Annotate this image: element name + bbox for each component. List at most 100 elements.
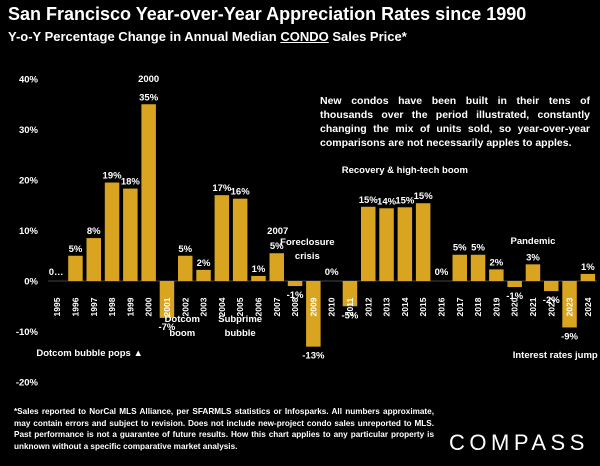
x-tick-label: 2019 (491, 297, 501, 316)
y-tick-label: 30% (19, 125, 39, 136)
x-tick-label: 2013 (382, 297, 392, 316)
value-label: 1% (581, 262, 595, 273)
bar-2023 (562, 281, 577, 328)
value-label: 15% (414, 191, 434, 202)
annotation-text: boom (169, 328, 195, 339)
x-tick-label: 2010 (327, 297, 337, 316)
value-label: 5% (69, 244, 83, 255)
bar-2007 (269, 253, 284, 281)
chart-title: San Francisco Year-over-Year Appreciatio… (8, 4, 527, 24)
bar-2002 (178, 255, 193, 281)
chart-subtitle: Y-o-Y Percentage Change in Annual Median… (8, 29, 407, 44)
x-tick-label: 1999 (125, 297, 135, 316)
value-label: 0% (435, 267, 449, 278)
x-tick-label: 2012 (363, 297, 373, 316)
bar-2019 (489, 269, 504, 281)
value-label: 2% (489, 257, 503, 268)
x-tick-label: 2008 (290, 297, 300, 316)
value-label: 0… (49, 267, 64, 278)
bar-2022 (544, 281, 559, 292)
annotation-text: bubble (225, 328, 256, 339)
bar-2013 (379, 208, 394, 281)
bar-2020 (507, 281, 522, 288)
value-label: -2% (543, 295, 560, 306)
x-tick-label: 2017 (455, 297, 465, 316)
x-tick-label: 2009 (308, 297, 318, 316)
bar-2005 (232, 198, 248, 281)
x-tick-label: 1995 (52, 297, 62, 316)
annotation-text: Foreclosure (280, 237, 334, 248)
x-tick-label: 1996 (70, 297, 80, 316)
compass-logo: COMPASS (449, 430, 589, 455)
bar-2024 (580, 273, 596, 281)
bar-2008 (287, 281, 303, 287)
value-label: -1% (287, 290, 304, 301)
value-label: 17% (212, 183, 232, 194)
value-label: 19% (103, 171, 123, 182)
subtitle-emphasis: CONDO (280, 29, 329, 44)
value-label: -7% (158, 322, 175, 333)
x-tick-label: 2001 (162, 297, 172, 316)
y-tick-label: -20% (16, 378, 39, 389)
bar-2014 (397, 207, 413, 281)
value-label: -1% (506, 291, 523, 302)
y-tick-label: 10% (19, 226, 39, 237)
x-tick-label: 1997 (89, 297, 99, 316)
value-label: 5% (270, 241, 284, 252)
subtitle-post: Sales Price* (328, 29, 407, 44)
bar-2004 (214, 195, 230, 281)
value-label: 16% (231, 187, 251, 198)
annotation-text: 2007 (267, 226, 288, 237)
bar-2021 (525, 264, 541, 281)
x-tick-label: 2004 (217, 297, 227, 316)
x-tick-label: 2023 (565, 297, 575, 316)
bar-2018 (470, 254, 486, 281)
bar-2001 (159, 281, 175, 318)
chart-note: New condos have been built in their tens… (320, 95, 590, 149)
bar-2012 (361, 206, 376, 281)
value-label: 1% (252, 264, 266, 275)
x-tick-label: 2018 (473, 297, 483, 316)
x-tick-label: 2000 (144, 297, 154, 316)
x-tick-label: 2003 (199, 297, 209, 316)
value-label: 15% (395, 195, 415, 206)
annotation-text: Interest rates jump ▲ (513, 350, 600, 361)
bar-2015 (415, 203, 431, 281)
bar-2011 (342, 281, 358, 307)
value-label: 5% (178, 244, 192, 255)
y-tick-label: -10% (16, 327, 39, 338)
value-label: 8% (87, 226, 101, 237)
value-label: 18% (121, 177, 141, 188)
value-label: 35% (139, 92, 159, 103)
value-label: 15% (359, 195, 379, 206)
annotation-text: crisis (295, 251, 320, 262)
subtitle-pre: Y-o-Y Percentage Change in Annual Median (8, 29, 281, 44)
x-tick-label: 2016 (436, 297, 446, 316)
annotation-text: 2000 (138, 74, 159, 85)
bar-2006 (251, 275, 266, 281)
bar-1997 (86, 238, 101, 281)
value-label: 5% (471, 243, 485, 254)
x-tick-label: 2011 (345, 298, 355, 317)
bar-1996 (68, 255, 83, 281)
y-tick-label: 20% (19, 176, 39, 187)
annotation-text: Pandemic (511, 236, 556, 247)
x-tick-label: 2014 (400, 297, 410, 316)
value-label: 14% (377, 196, 397, 207)
value-label: -5% (341, 310, 358, 321)
value-label: -9% (561, 331, 578, 342)
x-tick-label: 2020 (510, 297, 520, 316)
bar-1998 (104, 182, 120, 281)
y-tick-label: 0% (24, 277, 38, 288)
value-label: 2% (197, 258, 211, 269)
value-label: 3% (526, 252, 540, 263)
x-tick-label: 2005 (235, 297, 245, 316)
annotation-text: Dotcom bubble pops ▲ (36, 348, 143, 359)
x-tick-label: 2022 (546, 297, 556, 316)
x-tick-label: 2024 (583, 297, 593, 316)
bar-2000 (141, 104, 156, 281)
x-tick-label: 2007 (272, 297, 282, 316)
annotation-text: Recovery & high-tech boom (342, 165, 468, 176)
value-label: 5% (453, 243, 467, 254)
